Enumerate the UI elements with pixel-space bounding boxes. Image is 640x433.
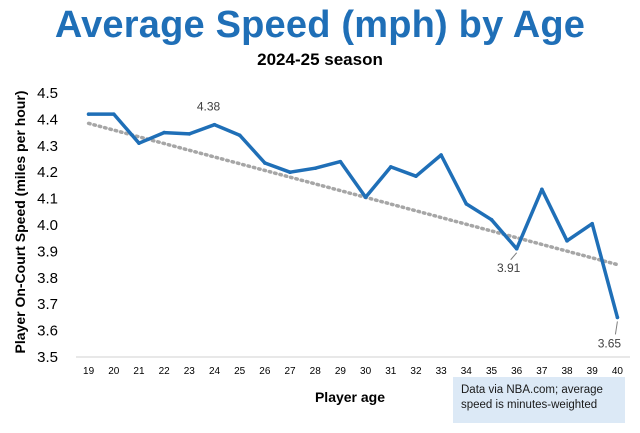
chart-subtitle: 2024-25 season xyxy=(257,50,383,69)
data-point xyxy=(288,170,292,174)
y-tick-label: 3.7 xyxy=(37,296,58,313)
data-point xyxy=(162,130,166,135)
data-point xyxy=(489,217,494,222)
data-point xyxy=(212,122,217,127)
y-tick-label: 3.9 xyxy=(37,243,58,260)
data-point xyxy=(414,174,418,178)
data-point xyxy=(363,195,368,200)
y-tick-label: 4.2 xyxy=(37,164,58,181)
y-tick-label: 4.0 xyxy=(37,217,58,234)
x-tick-label: 20 xyxy=(108,366,120,377)
x-tick-label: 37 xyxy=(536,366,548,377)
chart-title: Average Speed (mph) by Age xyxy=(54,4,586,46)
data-point xyxy=(565,239,569,243)
x-tick-label: 25 xyxy=(234,366,246,377)
x-tick-label: 32 xyxy=(410,366,422,377)
data-point xyxy=(464,202,469,206)
x-tick-label: 21 xyxy=(133,366,145,377)
data-point xyxy=(263,161,267,165)
x-tick-label: 39 xyxy=(587,366,599,377)
data-point xyxy=(313,166,318,171)
y-tick-label: 3.5 xyxy=(37,349,58,366)
x-tick-label: 33 xyxy=(436,366,448,377)
x-tick-label: 29 xyxy=(335,366,347,377)
x-tick-label: 19 xyxy=(83,366,95,377)
data-point xyxy=(187,132,192,136)
data-label: 3.91 xyxy=(497,261,521,275)
x-axis-label: Player age xyxy=(315,389,385,405)
data-point xyxy=(540,187,544,192)
x-tick-label: 23 xyxy=(184,366,196,377)
data-point xyxy=(237,133,242,138)
y-tick-label: 3.8 xyxy=(37,270,58,287)
series-layer xyxy=(86,112,620,320)
x-tick-label: 24 xyxy=(209,366,221,377)
data-label: 4.38 xyxy=(197,100,221,114)
y-tick-label: 3.6 xyxy=(37,323,58,340)
y-tick-label: 4.5 xyxy=(37,85,58,102)
axis-layer: 3.5 3.6 3.7 3.8 3.9 4.0 4.1 4.2 4.3 4.4 4.5 19 20 21 2… xyxy=(37,85,630,377)
x-tick-label: 28 xyxy=(310,366,322,377)
x-tick-label: 26 xyxy=(259,366,271,377)
data-point xyxy=(137,141,141,145)
data-point xyxy=(590,221,595,226)
data-point xyxy=(615,315,620,320)
x-tick-label: 35 xyxy=(486,366,498,377)
x-tick-label: 36 xyxy=(511,366,523,377)
y-tick-label: 4.3 xyxy=(37,138,58,155)
x-tick-label: 22 xyxy=(159,366,171,377)
annotation-leader xyxy=(510,252,518,261)
data-point xyxy=(86,112,91,116)
data-point xyxy=(111,112,116,116)
data-point xyxy=(338,159,343,164)
annotation-layer: 4.38 3.91 3.65 xyxy=(197,100,622,351)
x-tick-label: 27 xyxy=(284,366,296,377)
data-point xyxy=(388,165,393,169)
source-note-line-2: speed is minutes-weighted xyxy=(461,399,598,411)
y-tick-label: 4.1 xyxy=(37,191,58,208)
data-point xyxy=(439,153,443,157)
x-tick-label: 34 xyxy=(461,366,473,377)
trendline xyxy=(86,121,620,267)
source-note: Data via NBA.com; average speed is minut… xyxy=(453,377,625,423)
trendline-layer xyxy=(86,121,620,267)
x-tick-label: 31 xyxy=(385,366,397,377)
y-tick-label: 4.4 xyxy=(37,111,58,128)
data-point xyxy=(514,246,519,251)
source-note-line-1: Data via NBA.com; average xyxy=(461,384,603,396)
x-tick-label: 38 xyxy=(561,366,573,377)
x-tick-label: 40 xyxy=(612,366,624,377)
x-tick-label: 30 xyxy=(360,366,372,377)
data-label: 3.65 xyxy=(598,336,622,350)
annotation-leader xyxy=(614,321,618,335)
y-axis-label: Player On-Court Speed (miles per hour) xyxy=(12,91,28,354)
series-line xyxy=(86,112,620,320)
